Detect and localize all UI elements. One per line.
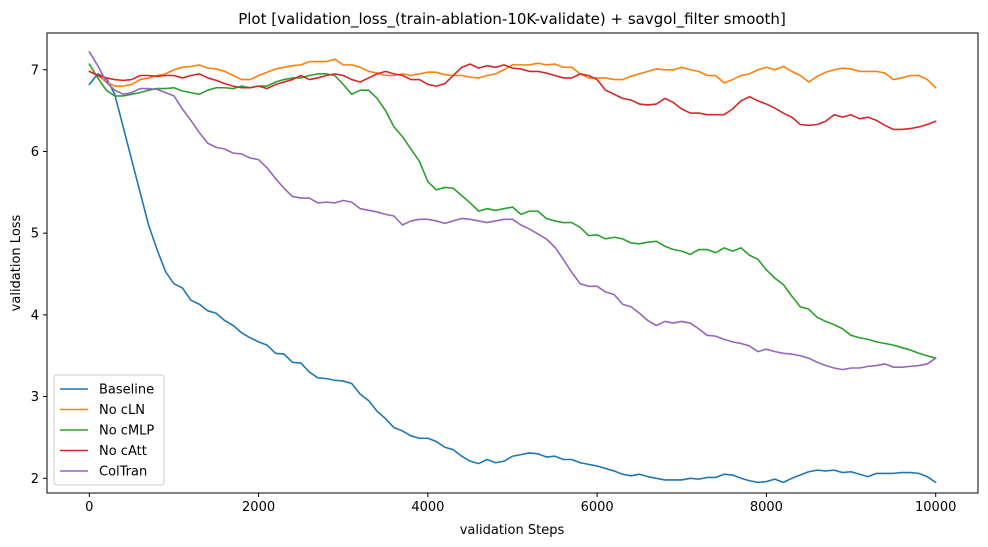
- x-axis-label: validation Steps: [460, 523, 565, 538]
- legend-label-no-catt: No cAtt: [99, 444, 147, 459]
- y-tick-label: 2: [31, 472, 39, 487]
- legend-label-coltran: ColTran: [99, 465, 147, 480]
- series-line-baseline: [88, 73, 937, 484]
- legend-label-no-cmlp: No cMLP: [99, 424, 154, 439]
- legend-label-baseline: Baseline: [99, 383, 154, 398]
- plot-area: [47, 33, 978, 493]
- x-tick-label: 4000: [411, 500, 444, 515]
- legend-label-no-cln: No cLN: [99, 403, 145, 418]
- y-tick-label: 6: [31, 145, 39, 160]
- x-tick-label: 6000: [581, 500, 614, 515]
- y-axis-label: validation Loss: [9, 214, 24, 311]
- y-tick-label: 3: [31, 390, 39, 405]
- y-tick-label: 4: [31, 308, 39, 323]
- y-tick-label: 5: [31, 227, 39, 242]
- x-tick-label: 10000: [915, 500, 956, 515]
- plot-frame: [46, 32, 979, 494]
- series-layer: [88, 50, 937, 484]
- x-tick-label: 8000: [750, 500, 783, 515]
- y-tick-label: 7: [31, 63, 39, 78]
- x-tick-label: 2000: [242, 500, 275, 515]
- ticks-layer: 0 2000 4000 6000 8000 10000 2 3 4 5 6 7: [31, 63, 957, 515]
- chart-title: Plot [validation_loss_(train-ablation-10…: [238, 10, 786, 29]
- legend: Baseline No cLN No cMLP No cAtt ColTran: [53, 374, 165, 486]
- series-line-no-cmlp: [88, 63, 937, 359]
- series-line-no-cln: [88, 58, 937, 89]
- x-tick-label: 0: [85, 500, 93, 515]
- series-line-no-catt: [88, 63, 937, 131]
- series-line-coltran: [88, 50, 937, 371]
- legend-box: [53, 374, 165, 486]
